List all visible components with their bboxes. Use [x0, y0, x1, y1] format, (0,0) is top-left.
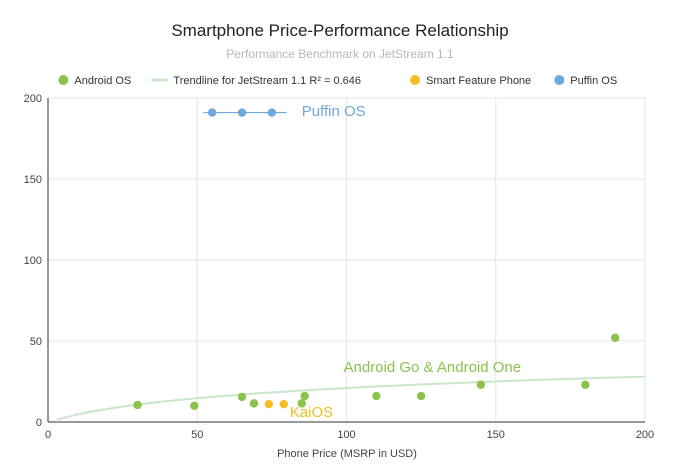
y-tick-label: 150	[24, 174, 42, 186]
trendline	[56, 375, 646, 421]
x-tick-label: 50	[191, 429, 203, 441]
x-tick-label: 0	[45, 429, 51, 441]
legend-label: Smart Feature Phone	[426, 75, 531, 87]
axes	[47, 98, 645, 423]
android-os-point	[190, 401, 199, 410]
legend-label: Android OS	[74, 75, 131, 87]
gridlines	[48, 97, 646, 422]
smart-feature-phone-point	[279, 399, 289, 409]
trendline-layer	[56, 375, 646, 421]
legend-item: Puffin OS	[554, 75, 617, 87]
x-tick-label: 150	[487, 429, 505, 441]
legend-dot-marker	[58, 75, 69, 85]
x-tick-label: 200	[636, 429, 654, 441]
legend-item: Trendline for JetStream 1.1 R² = 0.646	[151, 75, 361, 87]
puffin-os-point	[207, 108, 217, 117]
chart-title: Smartphone Price-Performance Relationshi…	[171, 21, 508, 40]
android-os-point	[133, 400, 142, 410]
android-os-point	[581, 380, 590, 389]
legend-dot-marker	[410, 75, 420, 85]
android-os-point	[610, 333, 620, 342]
legend-dot-marker	[554, 75, 565, 85]
smart-feature-phone-point	[264, 399, 274, 409]
y-tick-label: 50	[30, 336, 42, 348]
android-os-point	[237, 392, 247, 402]
android-os-point	[416, 391, 426, 401]
android-os-point	[476, 380, 486, 389]
y-tick-label: 200	[24, 93, 42, 105]
chart-subtitle: Performance Benchmark on JetStream 1.1	[226, 47, 454, 61]
legend: Android OS Trendline for JetStream 1.1 R²…	[58, 75, 617, 87]
tick-labels: 0 50 100 150 200 0 50 100 150 200	[24, 93, 655, 441]
android-os-point	[297, 399, 306, 408]
legend-label: Puffin OS	[570, 75, 617, 87]
android-os-point	[300, 391, 309, 401]
legend-item: Smart Feature Phone	[410, 75, 531, 87]
annotation-label: Puffin OS	[302, 103, 366, 120]
y-tick-label: 0	[36, 417, 42, 429]
legend-item: Android OS	[58, 75, 131, 87]
puffin-os-point	[267, 108, 277, 117]
annotation-label: Android Go & Android One	[344, 359, 522, 376]
legend-label: Trendline for JetStream 1.1 R² = 0.646	[173, 75, 361, 87]
x-tick-label: 100	[337, 429, 355, 441]
annotation-label: KaiOS	[290, 404, 333, 421]
android-os-point	[249, 399, 259, 408]
android-os-point	[372, 391, 381, 401]
annotations: Puffin OS Android Go & Android One KaiOS	[290, 103, 521, 421]
data-points	[133, 108, 620, 410]
y-tick-label: 100	[24, 255, 42, 267]
x-axis-title: Phone Price (MSRP in USD)	[277, 448, 417, 460]
puffin-os-point	[237, 108, 247, 117]
